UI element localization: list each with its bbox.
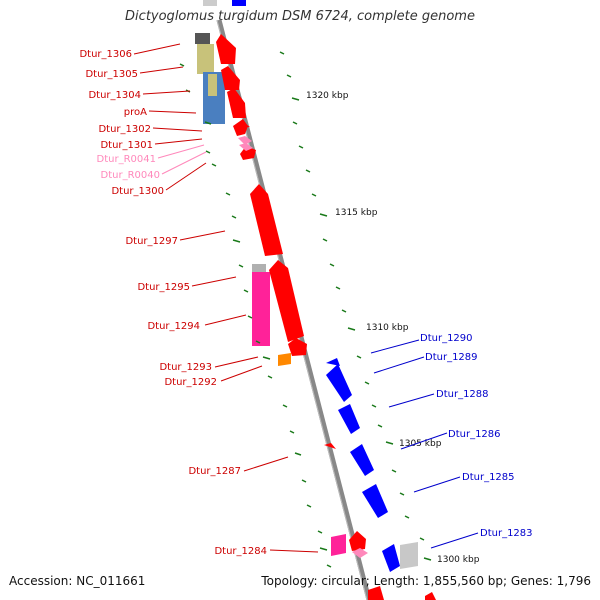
gene-label-dtur-r0041[interactable]: Dtur_R0041 <box>97 154 156 165</box>
reverse-gene-arrow <box>326 364 352 402</box>
gene-label-proa[interactable]: proA <box>124 107 147 118</box>
gene-box-gray <box>195 33 210 44</box>
rna-gene-arrow <box>239 143 253 151</box>
gene-box-olive-small <box>208 74 217 96</box>
gene-label-dtur-1292[interactable]: Dtur_1292 <box>164 377 217 388</box>
gene-label-dtur-1284[interactable]: Dtur_1284 <box>214 546 267 557</box>
reverse-gene-arrow <box>350 444 374 476</box>
gene-label-dtur-1300[interactable]: Dtur_1300 <box>111 186 164 197</box>
forward-gene-labels: Dtur_1306 Dtur_1305 Dtur_1304 proA Dtur_… <box>79 49 267 557</box>
gene-label-dtur-1304[interactable]: Dtur_1304 <box>88 90 141 101</box>
gene-label-dtur-1305[interactable]: Dtur_1305 <box>85 69 138 80</box>
forward-gene-arrow <box>368 586 384 600</box>
reverse-gene-arrow <box>338 404 360 434</box>
gene-label-dtur-1290[interactable]: Dtur_1290 <box>420 333 473 344</box>
top-gene-fragment <box>203 0 217 6</box>
forward-gene-arrow <box>269 260 304 342</box>
reverse-gene-arrow <box>362 484 388 518</box>
forward-gene-arrow <box>324 443 336 449</box>
gene-label-dtur-1301[interactable]: Dtur_1301 <box>100 140 153 151</box>
gene-box-magenta-bottom <box>331 534 346 556</box>
forward-gene-arrow <box>250 184 283 256</box>
forward-gene-arrow <box>288 338 307 356</box>
gene-box-gray-bottom <box>400 542 418 569</box>
forward-gene-arrow <box>425 592 436 600</box>
top-gene-fragment <box>232 0 246 6</box>
forward-gene-arrow <box>235 121 250 128</box>
scale-label: 1300 kbp <box>437 555 480 565</box>
gene-label-dtur-1287[interactable]: Dtur_1287 <box>188 466 241 477</box>
gene-label-dtur-1293[interactable]: Dtur_1293 <box>159 362 212 373</box>
reverse-gene-labels: Dtur_1290 Dtur_1289 Dtur_1288 Dtur_1286 … <box>420 333 533 539</box>
gene-label-dtur-1283[interactable]: Dtur_1283 <box>480 528 533 539</box>
accession-label: Accession: NC_011661 <box>9 574 146 588</box>
forward-gene-arrow <box>221 66 240 90</box>
tick-marks-inner <box>179 63 332 568</box>
gene-box-orange <box>278 353 291 366</box>
rna-gene-labels: Dtur_R0041 Dtur_R0040 <box>97 154 160 181</box>
gene-box-magenta <box>252 272 270 346</box>
scale-labels: 1320 kbp 1315 kbp 1310 kbp 1305 kbp 1300… <box>306 91 480 565</box>
forward-leader-lines <box>133 43 319 553</box>
gene-label-dtur-1286[interactable]: Dtur_1286 <box>448 429 501 440</box>
gene-label-dtur-1297[interactable]: Dtur_1297 <box>125 236 178 247</box>
reverse-leader-lines <box>370 339 479 549</box>
forward-gene-arrow <box>240 146 256 160</box>
forward-gene-arrow <box>216 34 236 64</box>
tick-marks-outer <box>279 51 432 561</box>
gene-box-gray-small <box>252 264 266 274</box>
rna-leader-lines <box>157 144 207 175</box>
gene-label-dtur-r0040[interactable]: Dtur_R0040 <box>101 170 160 181</box>
scale-label: 1310 kbp <box>366 323 409 333</box>
forward-gene-arrow <box>227 88 246 118</box>
reverse-gene-arrow <box>326 358 340 366</box>
gene-label-dtur-1295[interactable]: Dtur_1295 <box>137 282 190 293</box>
gene-label-dtur-1302[interactable]: Dtur_1302 <box>98 124 151 135</box>
map-title: Dictyoglomus turgidum DSM 6724, complete… <box>125 9 475 24</box>
forward-gene-arrow <box>349 531 366 551</box>
gene-label-dtur-1285[interactable]: Dtur_1285 <box>462 472 515 483</box>
gene-box-olive <box>197 44 214 74</box>
gene-label-dtur-1288[interactable]: Dtur_1288 <box>436 389 489 400</box>
gene-label-dtur-1289[interactable]: Dtur_1289 <box>425 352 478 363</box>
reverse-gene-arrow <box>382 544 400 572</box>
gene-label-dtur-1306[interactable]: Dtur_1306 <box>79 49 132 60</box>
scale-label: 1315 kbp <box>335 208 378 218</box>
gene-label-dtur-1294[interactable]: Dtur_1294 <box>147 321 200 332</box>
rna-gene-arrow <box>238 136 252 145</box>
scale-label: 1305 kbp <box>399 439 442 449</box>
genome-summary: Topology: circular; Length: 1,855,560 bp… <box>261 574 591 588</box>
rna-gene-arrow <box>352 548 368 558</box>
scale-label: 1320 kbp <box>306 91 349 101</box>
